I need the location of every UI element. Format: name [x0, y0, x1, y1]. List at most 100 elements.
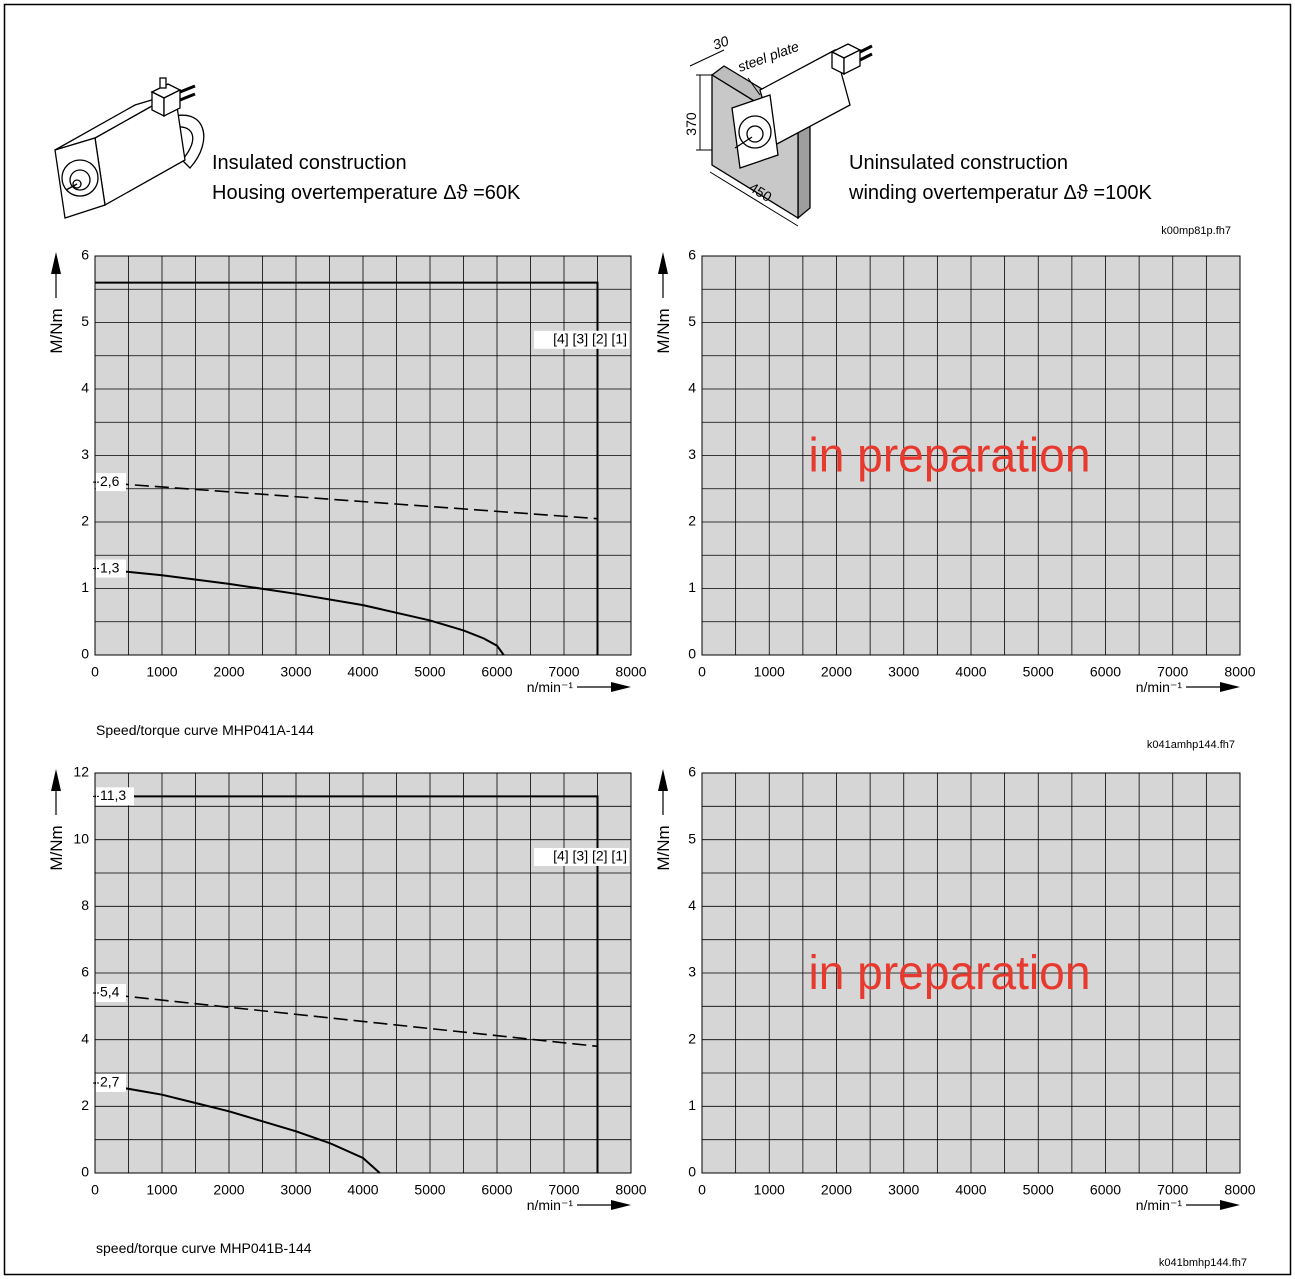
- dimension-label: 30: [711, 32, 731, 52]
- x-tick-label: 2000: [821, 664, 852, 680]
- value-label: 2,7: [100, 1074, 120, 1090]
- value-label-box: [96, 473, 126, 492]
- value-label-box: [96, 984, 126, 1002]
- curve: [95, 795, 599, 1173]
- x-tick-label: 3000: [280, 1182, 311, 1198]
- header-line: Housing overtemperature Δϑ =60K: [212, 182, 521, 204]
- x-tick-label: 0: [91, 664, 99, 680]
- x-tick-label: 2000: [213, 1182, 244, 1198]
- x-tick-label: 5000: [414, 1182, 445, 1198]
- y-tick-label: 6: [688, 247, 696, 263]
- y-axis-label: M/Nm: [654, 825, 673, 870]
- x-tick-label: 0: [698, 664, 706, 680]
- x-tick-label: 7000: [1157, 1182, 1188, 1198]
- y-tick-label: 4: [81, 380, 89, 396]
- curve-label-box: [534, 330, 629, 349]
- curve: [94, 1082, 381, 1174]
- x-tick-label: 6000: [481, 1182, 512, 1198]
- y-tick-label: 6: [81, 247, 89, 263]
- y-tick-label: 1: [688, 579, 696, 595]
- y-tick-label: 2: [81, 513, 89, 529]
- x-tick-label: 4000: [955, 664, 986, 680]
- x-tick-label: 8000: [1224, 1182, 1255, 1198]
- motor-sketch: [54, 77, 205, 219]
- curve: [94, 481, 598, 520]
- curve: [94, 992, 598, 1048]
- y-tick-label: 4: [81, 1030, 89, 1046]
- y-tick-label: 4: [688, 380, 696, 396]
- x-tick-label: 0: [698, 1182, 706, 1198]
- y-tick-label: 3: [688, 446, 696, 462]
- chart-caption: speed/torque curve MHP041B-144: [96, 1240, 312, 1256]
- header-line: winding overtemperatur Δϑ =100K: [848, 182, 1152, 204]
- header-line: Insulated construction: [212, 152, 407, 174]
- value-label: 1,3: [100, 559, 120, 575]
- chart-caption: Speed/torque curve MHP041A-144: [96, 722, 314, 738]
- y-tick-label: 10: [73, 830, 89, 846]
- x-tick-label: 4000: [347, 1182, 378, 1198]
- value-label: 5,4: [100, 984, 120, 1000]
- plate-sketch: [689, 43, 873, 227]
- axis-arrow: [51, 252, 61, 274]
- y-tick-label: 0: [688, 1164, 696, 1180]
- x-axis-label: n/min⁻¹: [527, 679, 574, 695]
- file-ref: k041amhp144.fh7: [1147, 739, 1235, 751]
- y-tick-label: 3: [688, 964, 696, 980]
- value-label: 2,6: [100, 473, 120, 489]
- axis-arrow: [1220, 682, 1240, 692]
- plot-border: [701, 772, 1241, 1174]
- axis-arrow: [658, 769, 668, 791]
- y-tick-label: 12: [73, 764, 89, 780]
- y-tick-label: 3: [81, 446, 89, 462]
- y-axis-label: M/Nm: [654, 308, 673, 353]
- value-label-box: [96, 1074, 126, 1092]
- y-axis-label: M/Nm: [47, 308, 66, 353]
- x-axis-label: n/min⁻¹: [527, 1197, 574, 1213]
- curve: [95, 281, 599, 655]
- y-tick-label: 5: [688, 313, 696, 329]
- x-tick-label: 1000: [146, 1182, 177, 1198]
- value-label-box: [96, 787, 134, 806]
- value-label-box: [96, 559, 126, 578]
- plot-border: [94, 255, 632, 656]
- x-tick-label: 5000: [414, 664, 445, 680]
- x-tick-label: 2000: [821, 1182, 852, 1198]
- note: in preparation: [808, 947, 1090, 1000]
- y-tick-label: 0: [688, 646, 696, 662]
- x-tick-label: 1000: [146, 664, 177, 680]
- y-tick-label: 5: [81, 313, 89, 329]
- x-tick-label: 6000: [1090, 1182, 1121, 1198]
- x-tick-label: 2000: [213, 664, 244, 680]
- y-axis-label: M/Nm: [47, 825, 66, 870]
- curve-label-box: [534, 848, 629, 866]
- plot-border: [701, 255, 1241, 656]
- curve: [94, 567, 505, 656]
- x-tick-label: 3000: [280, 664, 311, 680]
- x-tick-label: 8000: [1224, 664, 1255, 680]
- y-tick-label: 1: [81, 579, 89, 595]
- curve-label: [4] [3] [2] [1]: [553, 330, 627, 346]
- file-ref: k00mp81p.fh7: [1161, 225, 1231, 237]
- x-tick-label: 8000: [615, 1182, 646, 1198]
- x-tick-label: 1000: [754, 1182, 785, 1198]
- y-tick-label: 0: [81, 646, 89, 662]
- y-tick-label: 5: [688, 830, 696, 846]
- axis-arrow: [51, 769, 61, 791]
- y-tick-label: 6: [81, 964, 89, 980]
- file-ref: k041bmhp144.fh7: [1159, 1257, 1247, 1269]
- axis-arrow: [1220, 1200, 1240, 1210]
- x-tick-label: 3000: [888, 664, 919, 680]
- x-tick-label: 5000: [1023, 664, 1054, 680]
- x-tick-label: 7000: [548, 664, 579, 680]
- x-tick-label: 0: [91, 1182, 99, 1198]
- value-label: 11,3: [100, 787, 126, 803]
- x-axis-label: n/min⁻¹: [1136, 679, 1183, 695]
- x-tick-label: 4000: [347, 664, 378, 680]
- x-tick-label: 6000: [1090, 664, 1121, 680]
- x-tick-label: 4000: [955, 1182, 986, 1198]
- x-tick-label: 8000: [615, 664, 646, 680]
- x-tick-label: 7000: [548, 1182, 579, 1198]
- dimension-label: 370: [683, 112, 699, 136]
- y-tick-label: 0: [81, 1164, 89, 1180]
